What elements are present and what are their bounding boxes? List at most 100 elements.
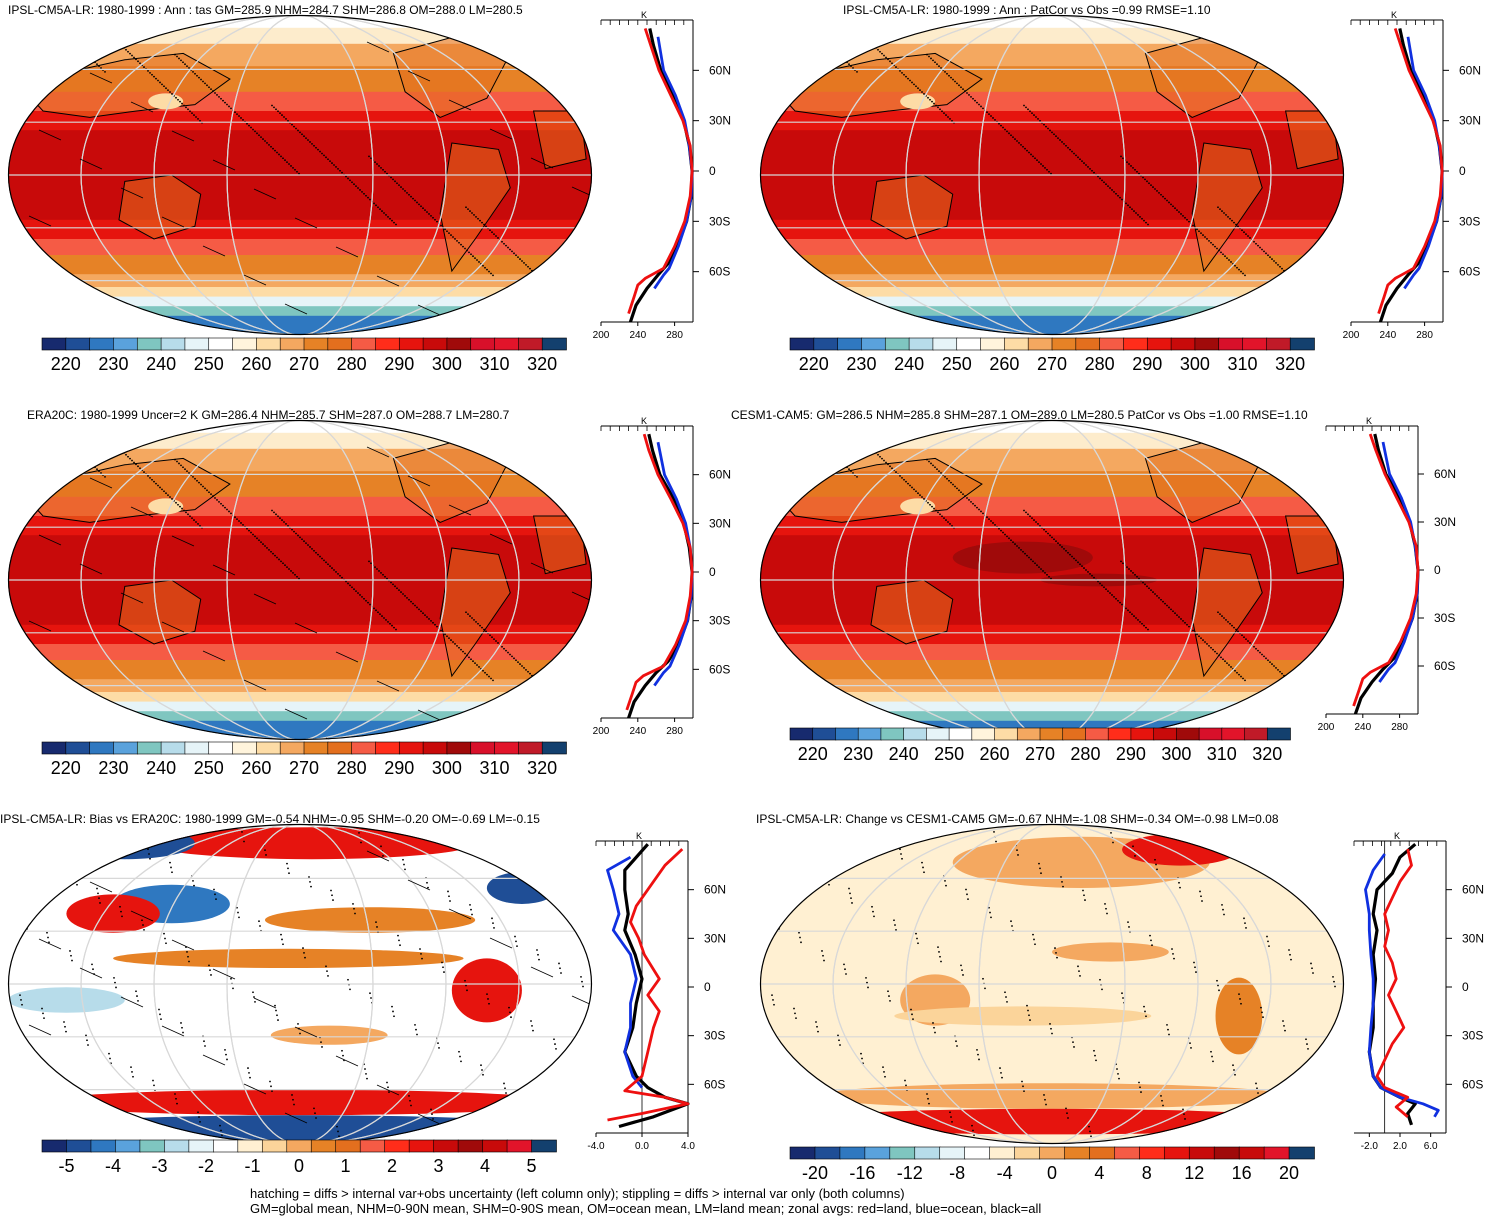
colorbar-swatch xyxy=(89,337,115,351)
colorbar-swatch xyxy=(310,1139,337,1153)
x-tick-label: 200 xyxy=(1343,330,1360,341)
colorbar-swatch xyxy=(41,741,67,755)
colorbar-swatch xyxy=(237,1139,264,1153)
colorbar-label: 240 xyxy=(146,758,176,778)
lat-tick-label: 0 xyxy=(1434,563,1441,577)
colorbar-swatch xyxy=(408,1139,435,1153)
lat-tick-label: 30S xyxy=(1462,1029,1483,1043)
colorbar-swatch xyxy=(1107,727,1132,741)
colorbar-swatch xyxy=(213,1139,239,1153)
colorbar-label: 1 xyxy=(340,1156,350,1176)
colorbar-swatch xyxy=(857,727,882,741)
colorbar-swatch xyxy=(506,1139,533,1153)
x-tick-label: 280 xyxy=(1391,722,1408,733)
colorbar-label: -12 xyxy=(897,1163,923,1183)
colorbar-label: 300 xyxy=(1161,744,1191,764)
lat-tick-label: 60N xyxy=(709,468,731,482)
colorbar-swatch xyxy=(279,741,305,755)
lat-tick-label: 30N xyxy=(704,931,726,945)
colorbar-swatch xyxy=(160,741,186,755)
colorbar-swatch xyxy=(971,727,996,741)
colorbar-swatch xyxy=(932,337,958,351)
colorbar-label: 260 xyxy=(980,744,1010,764)
x-tick-label: 280 xyxy=(1416,330,1433,341)
colorbar-swatch xyxy=(1146,337,1172,351)
colorbar-label: 220 xyxy=(51,354,81,374)
lat-tick-label: 60S xyxy=(1434,659,1455,673)
colorbar-label: 290 xyxy=(1132,354,1162,374)
lat-tick-label: 60S xyxy=(709,265,730,279)
panel-title: IPSL-CM5A-LR: 1980-1999 : Ann : tas GM=2… xyxy=(8,3,523,17)
colorbar-swatch xyxy=(1266,337,1291,351)
colorbar-swatch xyxy=(232,337,258,351)
colorbar-label: 320 xyxy=(1275,354,1305,374)
colorbar-label: 270 xyxy=(1025,744,1055,764)
colorbar-label: 2 xyxy=(387,1156,397,1176)
colorbar-label: 240 xyxy=(894,354,924,374)
colorbar-swatch xyxy=(939,1146,966,1160)
colorbar-swatch xyxy=(956,337,982,351)
panel-title: IPSL-CM5A-LR: Change vs CESM1-CAM5 GM=-0… xyxy=(756,812,1279,826)
x-tick-label: 2.0 xyxy=(1393,1141,1407,1152)
x-tick-label: -2.0 xyxy=(1361,1141,1379,1152)
colorbar-swatch xyxy=(398,741,424,755)
colorbar-swatch xyxy=(1051,337,1077,351)
zonal-mean-plot: K 60N 30N 0 30S 60S 200 240 280 xyxy=(593,416,731,737)
colorbar-label: 270 xyxy=(289,354,319,374)
colorbar-swatch xyxy=(1114,1146,1141,1160)
colorbar-swatch xyxy=(531,1139,557,1153)
panel-title: ERA20C: 1980-1999 Uncer=2 K GM=286.4 NHM… xyxy=(27,408,510,422)
colorbar-swatch xyxy=(188,1139,215,1153)
colorbar-swatch xyxy=(789,727,814,741)
lat-tick-label: 60N xyxy=(709,63,731,77)
colorbar-swatch xyxy=(1064,1146,1091,1160)
colorbar-label: 290 xyxy=(384,354,414,374)
colorbar-swatch xyxy=(351,741,377,755)
colorbar-swatch xyxy=(861,337,887,351)
colorbar-swatch xyxy=(908,337,934,351)
map-outline xyxy=(759,823,1345,1145)
colorbar-label: 320 xyxy=(1252,744,1282,764)
x-tick-label: 200 xyxy=(593,726,610,737)
colorbar-swatch xyxy=(41,337,67,351)
colorbar-swatch xyxy=(286,1139,313,1153)
colorbar-label: 280 xyxy=(1085,354,1115,374)
colorbar-swatch xyxy=(1198,727,1223,741)
colorbar-swatch xyxy=(139,1139,166,1153)
colorbar-label: 5 xyxy=(527,1156,537,1176)
colorbar-swatch xyxy=(470,741,496,755)
lat-tick-label: 30N xyxy=(709,114,731,128)
colorbar-label: 250 xyxy=(194,758,224,778)
colorbar-label: -4 xyxy=(105,1156,121,1176)
colorbar-swatch xyxy=(232,741,258,755)
zonal-unit-label: K xyxy=(641,416,647,426)
zonal-mean-plot: K 60N 30N 0 30S 60S -4.0 0.0 4.0 xyxy=(587,831,726,1152)
colorbar-swatch xyxy=(541,741,567,755)
colorbar-swatch xyxy=(1242,337,1268,351)
colorbar-swatch xyxy=(1062,727,1087,741)
footer-line-1: hatching = diffs > internal var+obs unce… xyxy=(250,1186,905,1201)
colorbar-swatch xyxy=(1188,1146,1215,1160)
colorbar-label: 300 xyxy=(1180,354,1210,374)
colorbar-swatch xyxy=(1288,1146,1315,1160)
map-outline xyxy=(7,419,593,741)
colorbar-label: 300 xyxy=(432,354,462,374)
colorbar-swatch xyxy=(494,337,520,351)
x-tick-label: 240 xyxy=(629,726,646,737)
colorbar-label: 230 xyxy=(98,758,128,778)
colorbar-swatch xyxy=(518,337,543,351)
x-tick-label: 280 xyxy=(666,726,683,737)
global-map xyxy=(7,419,593,741)
colorbar: 220 230 240 250 260 270 280 290 300 310 320 xyxy=(41,741,567,778)
colorbar-swatch xyxy=(66,1139,92,1153)
zonal-mean-plot: K 60N 30N 0 30S 60S 200 240 280 xyxy=(1343,10,1481,341)
colorbar-label: 300 xyxy=(432,758,462,778)
colorbar-label: 260 xyxy=(989,354,1019,374)
colorbar-label: 240 xyxy=(146,354,176,374)
colorbar-swatch xyxy=(375,741,401,755)
colorbar-swatch xyxy=(351,337,377,351)
zonal-unit-label: K xyxy=(1394,831,1400,841)
colorbar-swatch xyxy=(335,1139,361,1153)
panel-title: IPSL-CM5A-LR: 1980-1999 : Ann : PatCor v… xyxy=(843,3,1211,17)
zonal-unit-label: K xyxy=(641,10,647,20)
